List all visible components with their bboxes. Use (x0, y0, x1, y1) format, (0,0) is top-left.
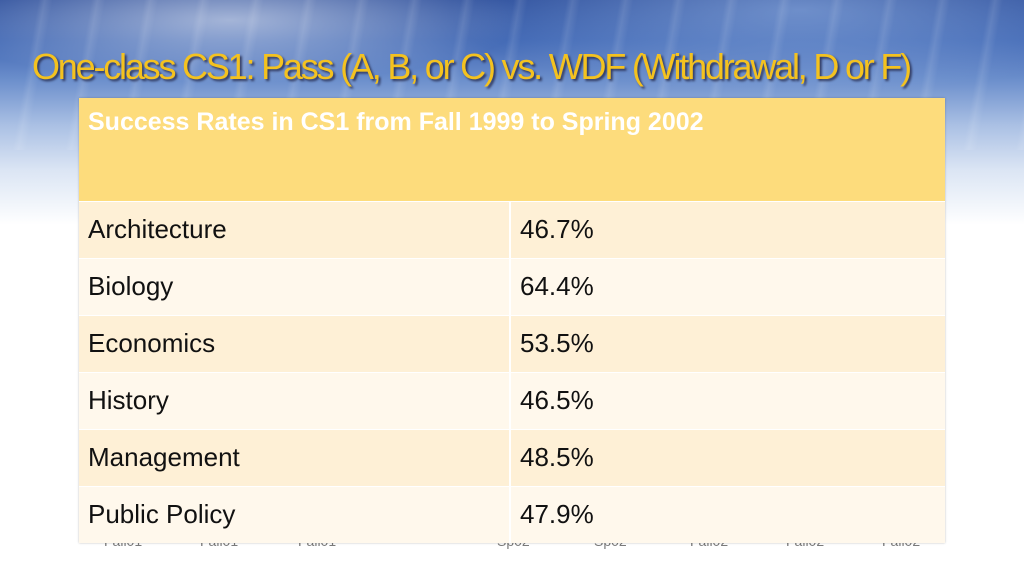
table-row: Public Policy 47.9% (79, 485, 945, 543)
success-rates-table: Success Rates in CS1 from Fall 1999 to S… (79, 98, 945, 543)
rate-cell: 47.9% (509, 485, 945, 543)
discipline-cell: Public Policy (79, 485, 510, 543)
slide-title: One-class CS1: Pass (A, B, or C) vs. WDF… (32, 46, 912, 87)
rate-cell: 46.7% (509, 200, 945, 258)
table-header-row: Success Rates in CS1 from Fall 1999 to S… (79, 98, 945, 201)
discipline-cell: Management (79, 428, 510, 486)
rate-cell: 53.5% (509, 314, 945, 372)
rate-cell: 64.4% (509, 257, 945, 315)
discipline-cell: History (79, 371, 510, 429)
table-row: Biology 64.4% (79, 257, 945, 315)
table-row: Management 48.5% (79, 428, 945, 486)
discipline-cell: Architecture (79, 200, 510, 258)
discipline-cell: Biology (79, 257, 510, 315)
rate-cell: 46.5% (509, 371, 945, 429)
table-row: History 46.5% (79, 371, 945, 429)
rate-cell: 48.5% (509, 428, 945, 486)
discipline-cell: Economics (79, 314, 510, 372)
table-row: Architecture 46.7% (79, 200, 945, 258)
table-header: Success Rates in CS1 from Fall 1999 to S… (79, 98, 945, 201)
table-row: Economics 53.5% (79, 314, 945, 372)
